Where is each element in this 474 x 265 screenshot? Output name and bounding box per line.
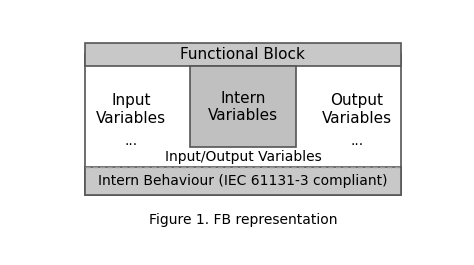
Bar <box>85 54 401 195</box>
Bar <box>190 67 296 147</box>
Text: Intern Behaviour (IEC 61131-3 compliant): Intern Behaviour (IEC 61131-3 compliant) <box>98 174 388 188</box>
Text: Input/Output Variables: Input/Output Variables <box>164 150 321 164</box>
Text: ...: ... <box>124 134 137 148</box>
Text: Intern
Variables: Intern Variables <box>208 91 278 123</box>
Text: Output
Variables: Output Variables <box>322 93 392 126</box>
Text: ...: ... <box>350 134 364 148</box>
Text: Figure 1. FB representation: Figure 1. FB representation <box>149 213 337 227</box>
Bar <box>85 43 401 67</box>
Text: Input
Variables: Input Variables <box>96 93 166 126</box>
Text: Functional Block: Functional Block <box>181 47 305 62</box>
Bar <box>85 167 401 195</box>
